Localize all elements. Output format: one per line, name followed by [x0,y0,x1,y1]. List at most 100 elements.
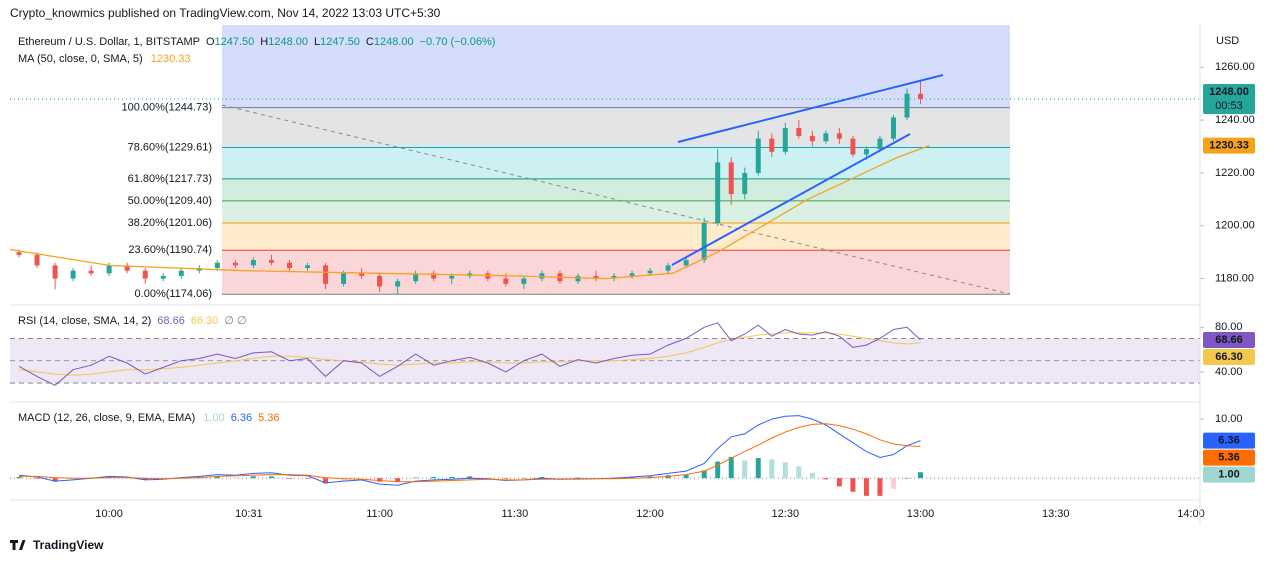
macd-histogram-bar [742,460,748,479]
legend-title: Ethereum / U.S. Dollar, 1, BITSTAMP [18,36,200,48]
y-tick-label: 1220.00 [1215,167,1255,179]
macd-histogram-bar [395,478,401,482]
macd-value-box-bg [1203,449,1255,466]
candle-body [715,162,721,224]
footer-brand: TradingView [33,538,104,552]
macd-histogram-bar [809,472,815,479]
ma-value-box-label: 1230.33 [1209,140,1249,152]
candle-body [575,275,581,282]
candle-body [665,265,671,271]
legend-change: −0.70 (−0.06%) [420,36,496,48]
ohlc-key: C [366,36,374,48]
fib-label: 0.00%(1174.06) [135,288,212,300]
signal-line [19,423,921,483]
candle-body [268,260,274,263]
candle-body [890,117,896,139]
x-tick-label: 12:00 [636,508,664,520]
macd-histogram-bar [683,474,689,479]
fib-label: 61.80%(1217.73) [128,173,212,185]
fib-label: 38.20%(1201.06) [128,217,212,229]
rsi-value-box-label: 66.30 [1215,351,1243,363]
candle-body [70,270,76,279]
macd-histogram-bar [413,477,419,479]
candle-body [395,281,401,287]
candle-body [863,149,869,155]
ma-line [9,144,930,280]
macd-histogram-bar [377,478,383,482]
legend-value: 66.30 [191,315,219,327]
rsi-line [18,322,921,386]
macd-value-box: 1.00 [1203,466,1255,483]
candle-body [904,93,910,118]
macd-histogram-bar [728,456,734,479]
fib-trend-line [221,104,1011,295]
legend: MA (50, close, 0, SMA, 5) 1230.33 [18,53,190,65]
drawings [221,104,1011,295]
candle-body [877,138,883,150]
fib-band [222,178,1010,201]
macd-histogram-bar [863,478,869,496]
macd-histogram-bar [755,458,761,479]
x-tick-label: 12:30 [772,508,800,520]
candle-body [809,135,815,142]
macd-histogram-bar [503,478,509,479]
candle-body [286,262,292,269]
marks [9,80,930,496]
candle-body [629,273,635,276]
candle-body [323,265,329,284]
candle-body [124,265,130,271]
macd-histogram-bar [557,478,563,479]
candle-body [647,270,653,274]
macd-histogram-bar [16,476,22,479]
legend-value: 5.36 [258,412,279,424]
macd-histogram-bar [341,478,347,481]
candle-body [88,270,94,274]
macd-histogram-bar [485,477,491,479]
ohlc-value: 1248.00 [374,36,414,48]
macd-histogram-bar [250,476,256,479]
macd-histogram-bar [890,478,896,489]
x-tick-label: 10:31 [235,508,263,520]
macd-histogram-bar [521,478,527,479]
legend-ma-value: 1230.33 [151,53,191,65]
candle-body [359,273,365,276]
macd-histogram-bar [305,478,310,479]
ohlc-value: 1248.00 [268,36,308,48]
overlays [671,74,944,266]
macd-histogram-bar [323,478,329,484]
macd-histogram-bar [539,476,545,479]
macd-histogram-bar [268,476,274,479]
publish-header: Crypto_knowmics published on TradingView… [10,6,441,20]
tradingview-logo: TradingView [10,538,104,552]
macd-histogram-bar [823,478,829,480]
legend-title: MACD (12, 26, close, 9, EMA, EMA) [18,412,195,424]
y-tick-label: 1240.00 [1215,114,1255,126]
axes: Ethereum / U.S. Dollar, 1, BITSTAMP O1247… [18,35,1255,520]
macd-histogram-bar [214,476,220,479]
x-tick-label: 11:30 [501,508,528,520]
trend-line-upper [677,74,944,143]
candle-body [769,138,775,152]
y-tick-label: 1200.00 [1215,220,1255,232]
ma-value-box: 1230.33 [1203,137,1255,154]
macd-histogram-bar [142,478,148,480]
candle-body [683,260,689,266]
x-tick-label: 14:00 [1177,508,1205,520]
candle-body [521,278,527,284]
fib-band [222,222,1010,251]
x-tick-label: 13:00 [907,508,935,520]
macd-histogram-bar [918,472,924,479]
candle-body [796,128,802,136]
candle-body [305,265,310,269]
ohlc-key: H [260,36,268,48]
candle-body [413,273,419,282]
fib-band [222,200,1010,223]
candle-body [539,273,545,279]
macd-histogram-bar [836,478,842,487]
rsi-value-box: 66.30 [1203,348,1255,365]
candle-body [850,138,856,155]
y-tick-label: 10.00 [1215,413,1243,425]
fib-extension-band [222,25,1010,108]
